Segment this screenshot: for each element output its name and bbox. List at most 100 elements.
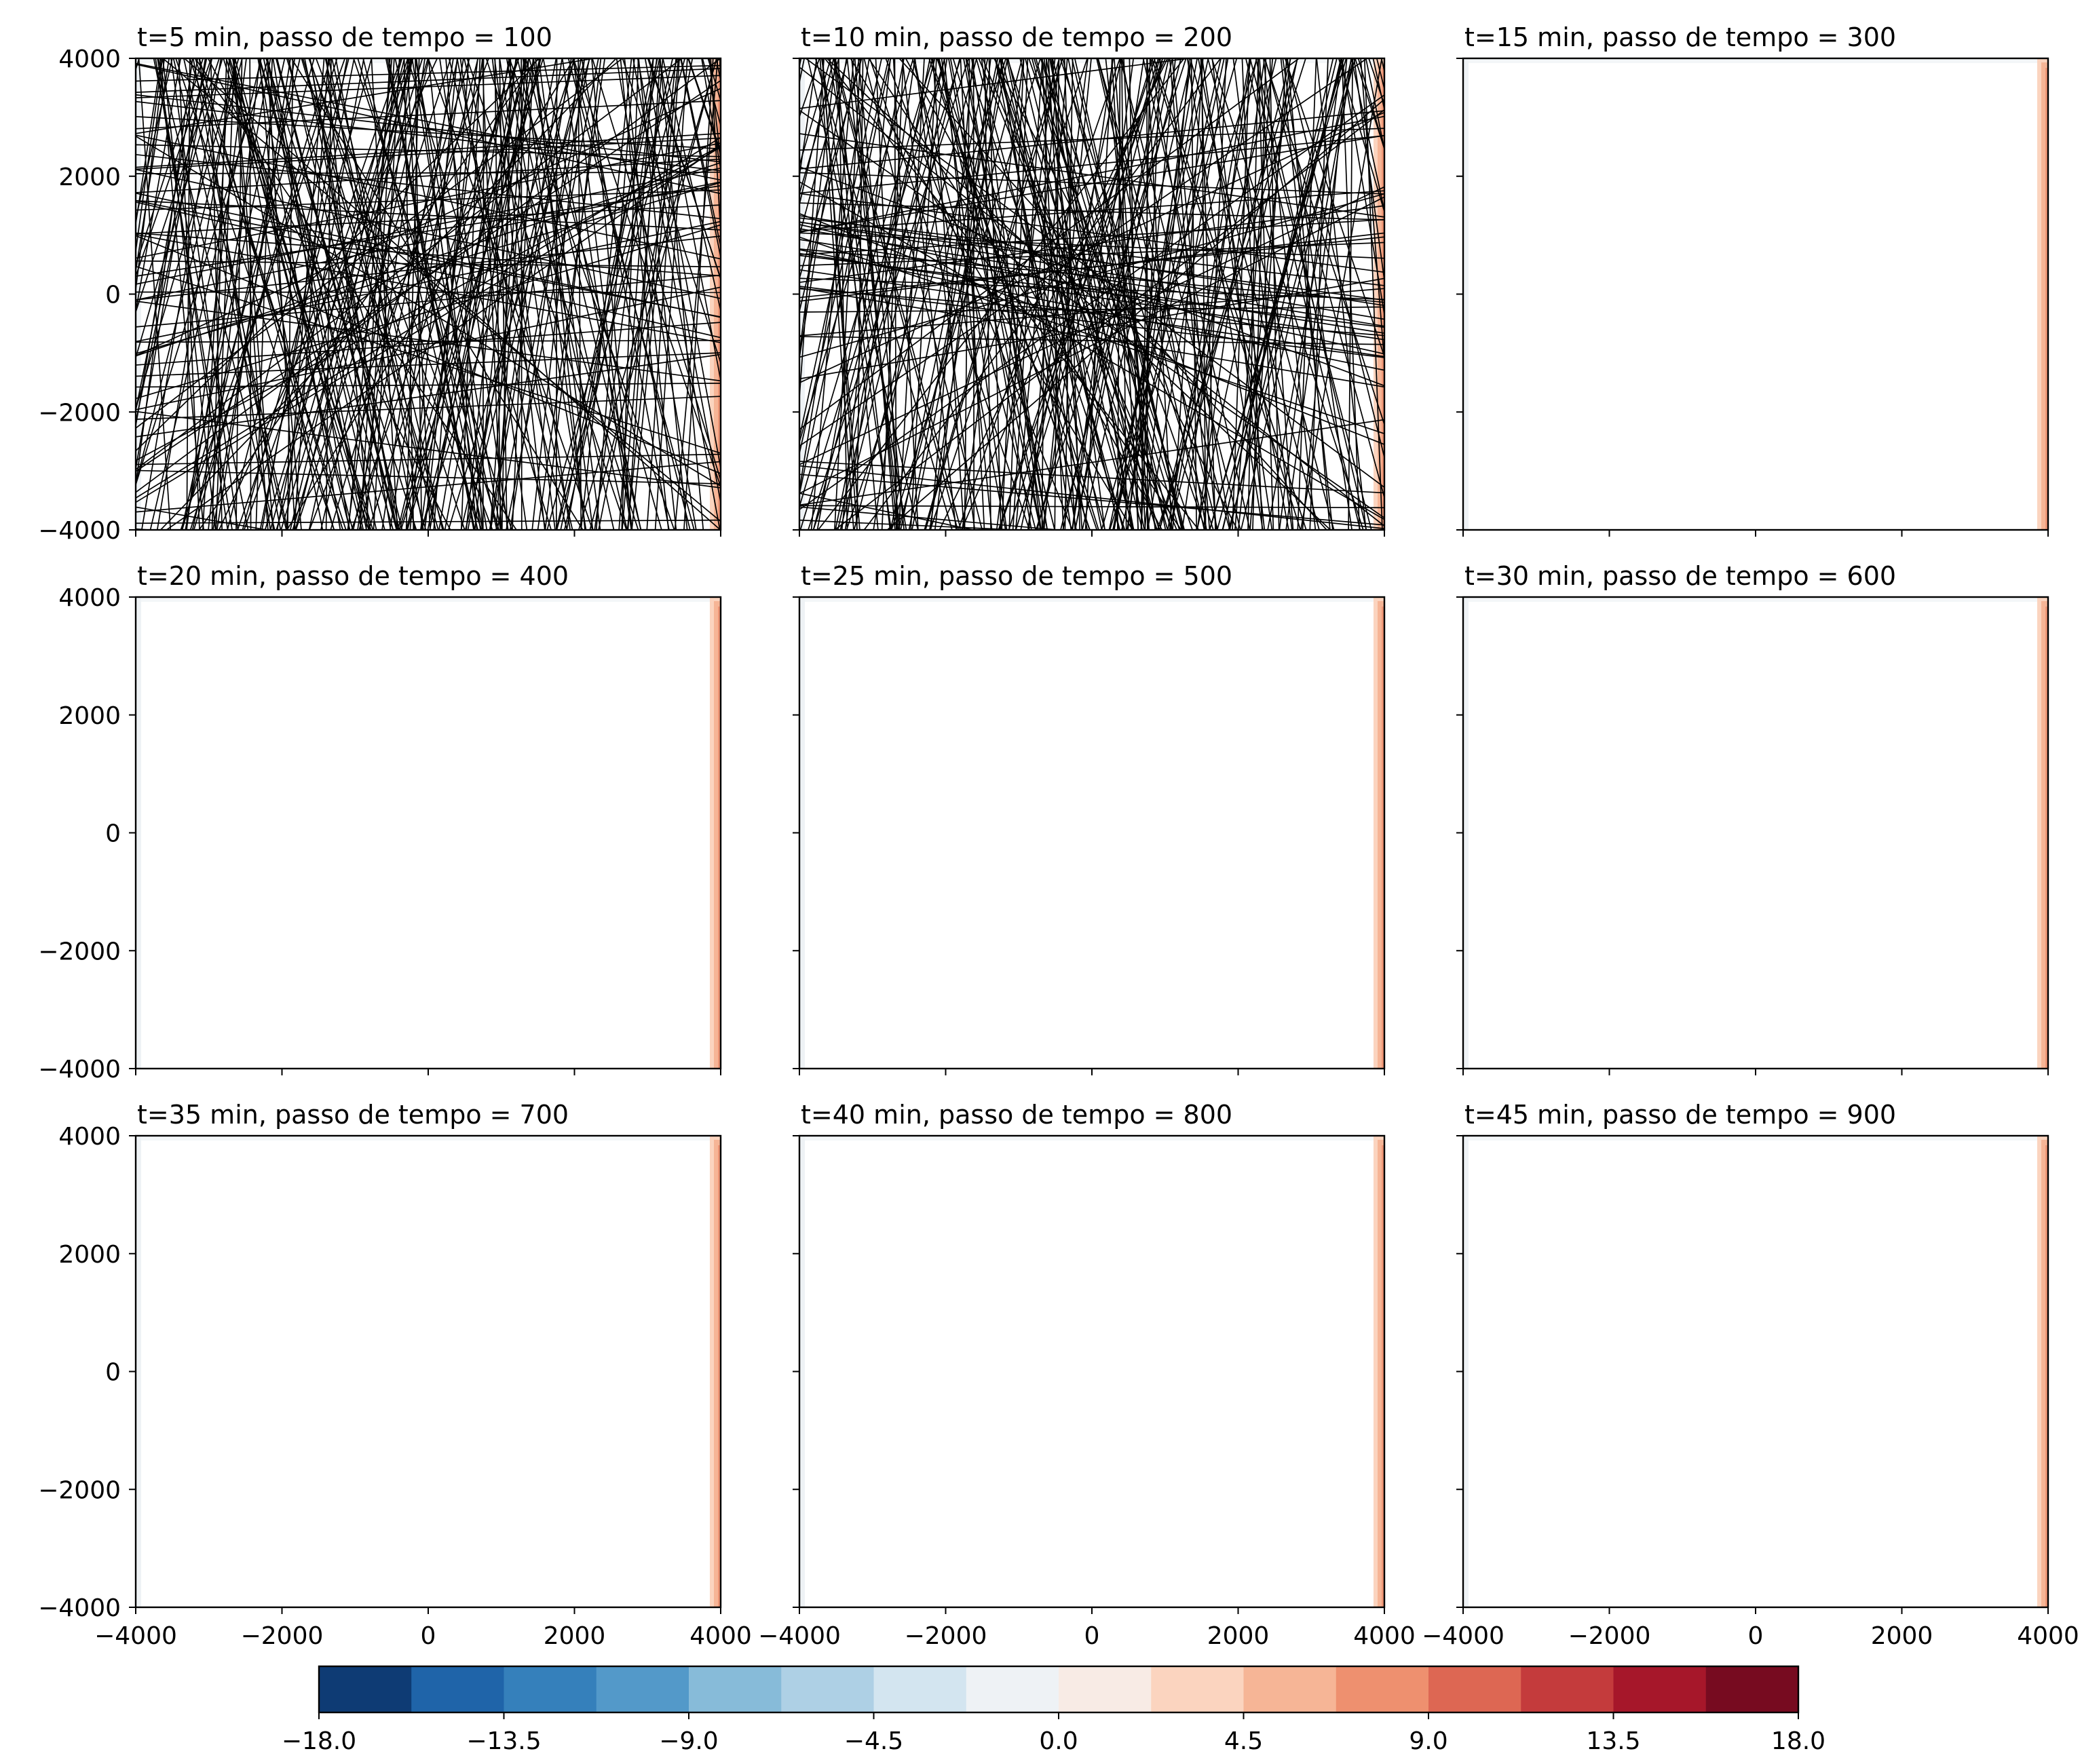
colorbar-swatch — [596, 1666, 689, 1712]
contour-band-right-edge — [2045, 1145, 2048, 1607]
contour-band-right-inner — [714, 601, 721, 1069]
ray-line — [898, 58, 925, 530]
ray-line — [136, 68, 721, 93]
ray-line — [429, 58, 510, 530]
ray-line — [1012, 58, 1043, 530]
ray-line — [890, 58, 989, 530]
ray-line — [947, 58, 1032, 530]
ray-line — [234, 58, 362, 530]
ray-line — [1341, 58, 1384, 318]
ray-line — [330, 58, 470, 530]
ray-line — [572, 58, 633, 530]
ray-line — [1015, 58, 1060, 530]
ray-line — [799, 252, 1384, 341]
panel-title: t=15 min, passo de tempo = 300 — [1464, 22, 1896, 52]
ray-line — [591, 58, 632, 530]
ray-line — [198, 58, 271, 530]
ray-line — [975, 58, 1106, 530]
ray-line — [799, 287, 1384, 388]
panel-title: t=5 min, passo de tempo = 100 — [137, 22, 552, 52]
contour-band-right-edge — [718, 68, 721, 530]
ray-line — [799, 58, 839, 196]
ray-line — [315, 58, 493, 530]
subplot-grid: t=5 min, passo de tempo = 100 −4000 −2000 0… — [38, 22, 2079, 1650]
plot-area — [136, 1136, 721, 1607]
plot-area — [799, 597, 1384, 1069]
y-tick-label: 0 — [105, 282, 121, 309]
contour-band-top — [799, 58, 1384, 63]
contour-band-left — [799, 58, 805, 530]
ray-line — [233, 58, 274, 530]
ray-line — [136, 58, 204, 268]
colorbar-swatch — [1428, 1666, 1521, 1712]
ray-line — [261, 58, 348, 530]
ray-line — [799, 58, 883, 441]
ray-line — [1019, 58, 1134, 530]
ray-line — [1001, 58, 1025, 530]
ray-line — [398, 58, 530, 530]
ray-line — [890, 58, 1042, 530]
ray-line — [662, 58, 721, 313]
ray-line — [448, 58, 590, 530]
contour-band-right-inner — [2041, 62, 2048, 530]
ray-line — [819, 58, 854, 530]
ray-line — [1119, 58, 1241, 530]
contour-band-right-edge — [1382, 1145, 1384, 1607]
colorbar-tick-label: 13.5 — [1586, 1727, 1640, 1755]
ray-line — [232, 58, 351, 530]
plot-area — [136, 597, 721, 1069]
ray-line — [581, 58, 670, 530]
ray-line — [626, 58, 677, 530]
colorbar-tick-label: 4.5 — [1224, 1727, 1263, 1755]
y-tick-label: −2000 — [38, 399, 121, 427]
plot-area — [1463, 1136, 2048, 1607]
ray-line — [155, 58, 233, 530]
contour-field — [136, 1136, 721, 1607]
plot-area — [799, 1136, 1384, 1607]
ray-line — [1129, 58, 1139, 530]
ray-line — [1027, 58, 1089, 530]
ray-line — [799, 221, 1384, 301]
ray-line — [464, 58, 586, 530]
ray-line — [351, 58, 520, 530]
colorbar-swatch — [319, 1666, 412, 1712]
ray-line — [276, 58, 365, 530]
colorbar-tick-label: −4.5 — [844, 1727, 903, 1755]
ray-line — [136, 233, 721, 343]
ray-line — [136, 506, 270, 530]
ray-line — [799, 239, 1384, 334]
ray-line — [136, 383, 721, 388]
ray-line — [286, 58, 427, 530]
subplot-panel: t=40 min, passo de tempo = 800 −4000 −2000… — [758, 1100, 1416, 1650]
ray-line — [1284, 58, 1384, 359]
ray-line — [1054, 58, 1060, 530]
ray-line — [799, 306, 1384, 313]
ray-line — [373, 58, 400, 530]
ray-line — [444, 58, 535, 530]
colorbar-swatch — [411, 1666, 505, 1712]
colorbar-swatch — [1613, 1666, 1707, 1712]
ray-line — [621, 58, 639, 530]
ray-line — [1096, 58, 1205, 530]
ray-line — [512, 58, 534, 530]
contour-band-left — [799, 1136, 805, 1607]
ray-line — [710, 58, 721, 242]
ray-line — [136, 171, 721, 174]
subplot-panel: t=15 min, passo de tempo = 300 — [1456, 22, 2049, 537]
contour-band-right-edge — [2045, 68, 2048, 530]
ray-line — [846, 58, 1007, 530]
ray-line — [1150, 58, 1231, 530]
ray-line — [963, 58, 1048, 530]
ray-line — [1041, 58, 1064, 530]
ray-line — [157, 58, 229, 530]
ray-line — [1147, 58, 1229, 530]
ray-line — [1081, 58, 1192, 530]
y-tick-label: 4000 — [58, 1123, 121, 1151]
contour-band-top — [799, 597, 1384, 602]
colorbar-tick-label: 9.0 — [1409, 1727, 1447, 1755]
ray-line — [460, 58, 575, 530]
x-tick-label: 2000 — [1207, 1622, 1270, 1650]
ray-line — [648, 58, 721, 282]
ray-line — [1169, 58, 1211, 530]
ray-line — [368, 58, 518, 530]
